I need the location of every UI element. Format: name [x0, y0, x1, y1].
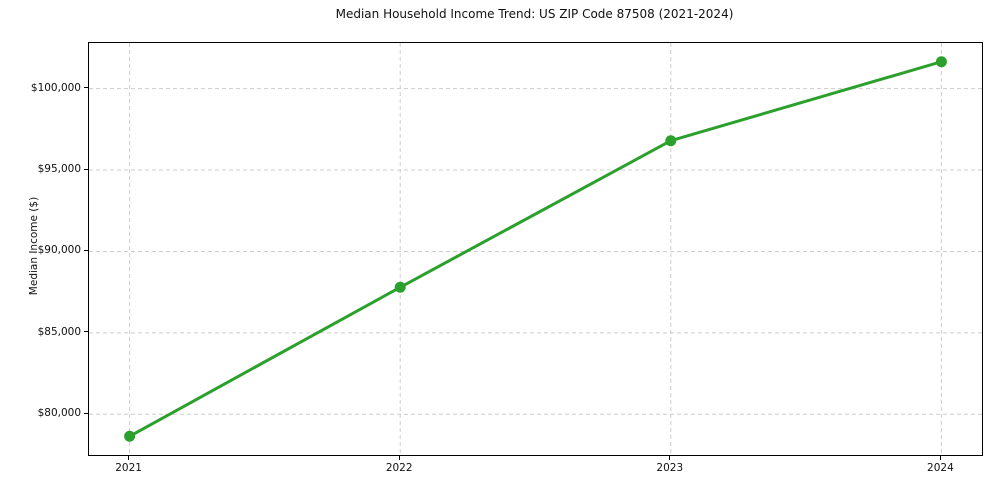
x-axis-tick	[128, 456, 130, 460]
data-point-2024	[935, 56, 947, 68]
data-point-2023	[665, 135, 677, 147]
x-axis-tick-label: 2021	[115, 462, 142, 474]
y-axis-tick	[84, 249, 88, 251]
x-axis-tick-label: 2023	[656, 462, 684, 474]
y-axis-tick-label: $95,000	[37, 163, 81, 176]
x-axis-tick-label: 2024	[927, 462, 954, 474]
y-axis-tick-label: $100,000	[30, 81, 81, 94]
data-point-2021	[124, 430, 136, 442]
x-axis-tick	[939, 456, 941, 460]
y-axis-tick	[84, 87, 88, 89]
x-axis-tick-label: 2022	[385, 462, 413, 474]
x-axis-tick	[669, 456, 671, 460]
plot-canvas	[89, 43, 982, 455]
x-axis-tick	[398, 456, 400, 460]
y-axis-tick-label: $90,000	[37, 244, 81, 257]
y-axis-tick	[84, 331, 88, 333]
plot-area	[88, 42, 983, 456]
trend-line	[128, 60, 943, 438]
y-axis-tick	[84, 168, 88, 170]
chart-title: Median Household Income Trend: US ZIP Co…	[335, 7, 734, 21]
y-axis-tick	[84, 412, 88, 414]
data-point-2022	[394, 281, 406, 293]
y-axis-tick-label: $80,000	[37, 407, 81, 420]
y-axis-tick-label: $85,000	[37, 325, 81, 338]
